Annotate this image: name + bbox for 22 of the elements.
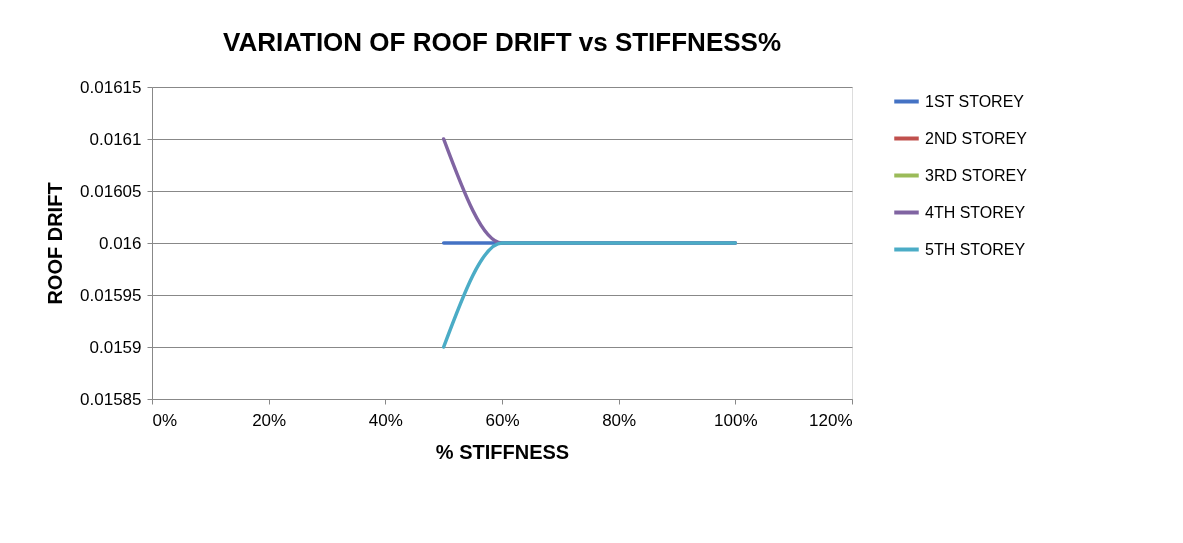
y-tick-label: 0.0161 <box>89 129 142 149</box>
chart-title: VARIATION OF ROOF DRIFT vs STIFFNESS% <box>222 27 782 57</box>
legend-label: 2ND STOREY <box>925 129 1028 147</box>
y-tick-label: 0.0159 <box>89 337 142 357</box>
legend-label: 1ST STOREY <box>925 92 1025 110</box>
x-tick-label: 100% <box>714 410 758 430</box>
legend-label: 3RD STOREY <box>925 166 1028 184</box>
x-axis-title: % STIFFNESS <box>435 440 570 463</box>
x-tick-label: 40% <box>368 410 403 430</box>
y-tick-label: 0.01595 <box>80 285 142 305</box>
y-tick-label: 0.016 <box>98 233 142 253</box>
legend-label: 4TH STOREY <box>925 203 1026 221</box>
y-tick-label: 0.01605 <box>80 181 142 201</box>
y-tick-label: 0.01615 <box>80 77 142 97</box>
legend-label: 5TH STOREY <box>925 240 1026 258</box>
x-tick-label: 20% <box>252 410 287 430</box>
x-tick-label: 0% <box>152 410 178 430</box>
y-axis-title: ROOF DRIFT <box>44 182 67 305</box>
x-tick-label: 120% <box>809 410 853 430</box>
x-tick-label: 60% <box>485 410 520 430</box>
y-tick-label: 0.01585 <box>80 389 142 409</box>
x-tick-label: 80% <box>602 410 637 430</box>
